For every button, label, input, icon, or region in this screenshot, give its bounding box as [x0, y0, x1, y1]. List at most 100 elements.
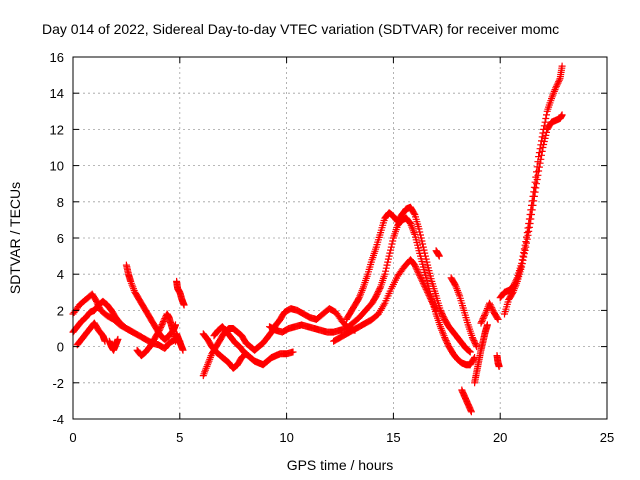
x-tick-label: 10	[279, 430, 293, 445]
data-point	[483, 321, 491, 329]
data-point	[543, 111, 550, 119]
data-point	[525, 220, 533, 227]
data-point	[525, 215, 533, 223]
data-point	[518, 259, 526, 267]
data-point	[472, 341, 480, 349]
data-point	[413, 266, 421, 274]
data-point	[486, 301, 494, 309]
data-point	[486, 299, 493, 307]
data-point	[157, 324, 165, 332]
axis-ticks: 0 5 10 15 20 25 -4 -2 0 2 4 6 8 10 12 14 16	[50, 50, 615, 445]
data-point	[423, 287, 431, 295]
data-point	[488, 304, 496, 312]
data-point	[508, 290, 516, 297]
data-point	[428, 297, 436, 305]
data-point	[411, 261, 419, 269]
data-point	[431, 303, 439, 311]
data-point	[511, 278, 519, 286]
data-point	[467, 408, 475, 416]
data-point	[432, 306, 440, 314]
data-point	[451, 280, 459, 288]
data-point	[422, 255, 430, 263]
data-point	[520, 249, 528, 256]
data-point	[244, 352, 252, 360]
series-track-b	[69, 297, 137, 336]
data-point	[552, 82, 560, 90]
series-track-h	[173, 330, 187, 354]
data-point	[376, 284, 384, 292]
data-point	[179, 346, 187, 354]
data-point	[430, 302, 438, 310]
data-point	[414, 267, 422, 275]
data-point	[558, 111, 566, 119]
data-point	[389, 237, 397, 245]
data-point	[429, 300, 437, 308]
data-point	[437, 308, 445, 316]
data-point	[478, 318, 486, 326]
data-point	[415, 270, 423, 278]
y-tick-label: 12	[50, 122, 64, 137]
data-point	[412, 263, 419, 271]
data-point	[420, 246, 428, 254]
data-point	[444, 340, 451, 348]
data-point	[157, 322, 165, 330]
data-point	[426, 293, 434, 301]
data-point	[415, 225, 423, 233]
data-point	[159, 318, 167, 326]
data-point	[534, 158, 542, 166]
data-point	[513, 275, 521, 283]
data-point	[522, 238, 530, 246]
data-point	[425, 291, 433, 299]
y-tick-label: 0	[57, 340, 64, 355]
data-point	[387, 243, 395, 251]
series-track-m	[342, 203, 474, 356]
series-track-c	[73, 319, 109, 349]
data-point	[421, 249, 429, 257]
data-point	[481, 312, 488, 319]
data-point	[386, 249, 394, 257]
data-point	[129, 328, 137, 336]
data-point	[519, 252, 527, 260]
y-tick-label: 4	[57, 267, 64, 282]
data-point	[535, 153, 543, 161]
series-track-g	[173, 277, 188, 309]
series-track-s	[493, 352, 503, 370]
data-point	[424, 290, 432, 298]
data-point	[520, 245, 528, 253]
series-track-d	[105, 335, 122, 354]
x-tick-label: 15	[386, 430, 400, 445]
data-point	[410, 209, 418, 217]
data-point	[526, 211, 534, 218]
data-point	[375, 286, 383, 294]
data-point	[385, 252, 393, 260]
data-point	[114, 335, 122, 343]
data-point	[426, 294, 434, 302]
y-tick-label: 16	[50, 50, 64, 65]
data-point	[530, 188, 538, 196]
data-point	[471, 338, 479, 346]
y-tick-label: 8	[57, 195, 64, 210]
data-point	[381, 270, 389, 278]
data-point	[521, 241, 529, 249]
data-point	[469, 335, 477, 343]
series-track-k	[210, 323, 252, 360]
data-point	[531, 178, 539, 186]
data-point	[535, 149, 543, 157]
data-point	[441, 334, 449, 342]
data-point	[542, 115, 550, 122]
data-point	[417, 275, 425, 283]
grid	[73, 57, 607, 419]
data-point	[382, 264, 390, 272]
data-point	[509, 283, 517, 291]
data-point	[523, 229, 531, 237]
y-tick-label: 10	[50, 159, 64, 174]
data-point	[384, 258, 392, 266]
y-tick-label: 2	[57, 303, 64, 318]
data-point	[421, 282, 429, 290]
data-point	[383, 261, 391, 269]
data-point	[487, 302, 495, 310]
data-point	[374, 289, 382, 297]
data-point	[471, 340, 479, 348]
data-point	[421, 252, 429, 260]
data-point	[478, 316, 486, 324]
